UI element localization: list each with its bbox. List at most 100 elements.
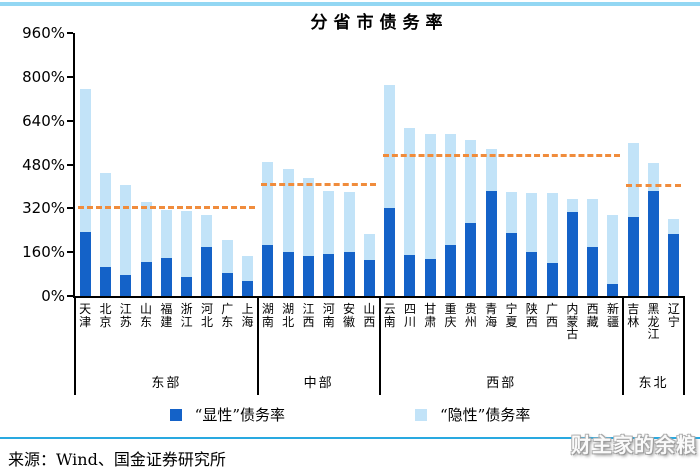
bar-implicit: [384, 85, 396, 209]
group-separator: [256, 296, 259, 395]
bar-implicit: [343, 191, 355, 253]
x-axis-label: 安 徽: [343, 302, 356, 329]
bar-explicit: [323, 253, 335, 296]
chart-legend: “显性”债务率 “隐性”债务率: [0, 404, 700, 425]
bar-implicit: [607, 215, 619, 284]
x-axis-label: 湖 北: [282, 302, 295, 329]
x-axis-label: 内 蒙 古: [566, 302, 579, 341]
explicit-series-label: “显性”债务率: [194, 406, 285, 424]
group-separator: [74, 296, 76, 395]
bar-explicit: [120, 275, 132, 296]
bar-implicit: [465, 139, 477, 224]
y-axis-tick-label: 640%: [22, 111, 65, 130]
group-separator: [378, 296, 381, 395]
y-axis-tick: [67, 251, 73, 254]
y-axis-tick: [67, 119, 73, 122]
bar-implicit: [140, 201, 152, 262]
bar-implicit: [120, 185, 132, 276]
x-axis-label: 四 川: [403, 302, 416, 329]
bar-implicit: [445, 134, 457, 246]
x-axis-label: 黑 龙 江: [647, 302, 660, 341]
region-label: 东部: [151, 376, 182, 391]
x-axis-label: 浙 江: [180, 302, 193, 329]
bar-implicit: [79, 89, 91, 232]
x-axis-label: 重 庆: [444, 302, 457, 329]
bar-implicit: [526, 193, 538, 253]
y-axis-tick-label: 960%: [22, 24, 65, 42]
bar-implicit: [627, 142, 639, 217]
bar-explicit: [607, 283, 619, 296]
x-axis-label: 陕 西: [525, 302, 538, 329]
bar-explicit: [526, 252, 538, 296]
bar-explicit: [201, 246, 213, 296]
benchmark-dashed-line: [78, 206, 255, 210]
bar-implicit: [648, 163, 660, 191]
x-axis-label: 新 疆: [606, 302, 619, 329]
plot-area: 0% 160% 320% 480% 640% 800% 960%: [22, 24, 684, 305]
bar-implicit: [363, 234, 375, 261]
group-separator: [622, 296, 625, 395]
bar-implicit: [566, 198, 578, 213]
bar-explicit: [566, 212, 578, 296]
bar-explicit: [587, 246, 599, 296]
bar-implicit: [587, 198, 599, 247]
bar-explicit: [363, 260, 375, 296]
y-axis-tick: [67, 207, 73, 210]
explicit-series-swatch: [169, 408, 182, 421]
bar-implicit: [404, 127, 416, 255]
x-axis-label: 湖 南: [261, 302, 274, 329]
bar-implicit: [323, 190, 335, 254]
legend-item-explicit: “显性”债务率: [169, 404, 285, 425]
chart-title: 分省市债务率: [310, 13, 449, 33]
bar-explicit: [99, 267, 111, 296]
benchmark-dashed-line: [260, 183, 377, 187]
bar-explicit: [160, 257, 172, 296]
group-separator: [683, 296, 685, 395]
benchmark-dashed-line: [382, 154, 621, 158]
implicit-series-label: “隐性”债务率: [440, 406, 531, 424]
bar-explicit: [79, 231, 91, 296]
x-axis-label: 河 北: [200, 302, 213, 329]
top-border-rule: [0, 2, 700, 6]
x-axis-label: 上 海: [241, 302, 254, 329]
x-axis-label: 福 建: [160, 302, 173, 329]
bar-implicit: [262, 161, 274, 246]
y-axis-tick: [67, 32, 73, 34]
y-axis-tick: [67, 163, 73, 166]
bar-explicit: [384, 208, 396, 296]
footer-divider-rule: [0, 437, 700, 439]
y-axis-tick-label: 800%: [22, 67, 65, 86]
bar-explicit: [505, 233, 517, 296]
bar-implicit: [424, 134, 436, 260]
bar-implicit: [546, 193, 558, 264]
region-label: 西部: [486, 376, 517, 391]
bar-explicit: [648, 190, 660, 296]
x-axis-label: 山 西: [363, 302, 376, 329]
bar-explicit: [343, 252, 355, 296]
x-axis-label: 云 南: [383, 302, 396, 329]
bar-implicit: [201, 215, 213, 247]
bar-explicit: [181, 276, 193, 296]
bar-explicit: [404, 254, 416, 296]
x-axis-label: 西 藏: [586, 302, 599, 329]
x-axis-label: 江 西: [302, 302, 315, 329]
bar-implicit: [485, 149, 497, 191]
bar-implicit: [99, 172, 111, 268]
x-axis-label: 青 海: [485, 302, 498, 329]
x-axis-label: 广 西: [546, 302, 559, 329]
bar-implicit: [181, 211, 193, 277]
x-axis-label: 广 东: [221, 302, 234, 329]
y-axis-line: [73, 33, 75, 298]
bar-explicit: [627, 216, 639, 296]
x-axis-label: 贵 州: [464, 302, 477, 329]
bar-explicit: [140, 261, 152, 296]
region-label: 东北: [638, 376, 669, 391]
source-text: 来源：Wind、国金证券研究所: [8, 450, 226, 469]
bar-implicit: [668, 219, 680, 235]
x-axis-label: 北 京: [99, 302, 112, 329]
bar-explicit: [445, 245, 457, 296]
bar-explicit: [668, 234, 680, 296]
x-axis-label: 宁 夏: [505, 302, 518, 329]
bar-explicit: [262, 245, 274, 296]
